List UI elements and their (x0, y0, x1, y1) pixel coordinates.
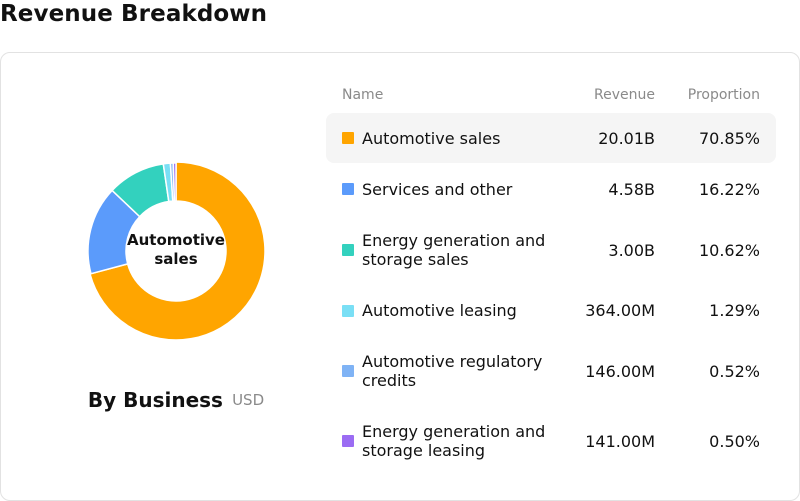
table-row[interactable]: Automotive leasing 364.00M 1.29% (326, 285, 776, 336)
donut-chart[interactable]: Automotive sales (76, 151, 276, 351)
legend-swatch (342, 183, 354, 195)
table-row[interactable]: Automotive sales 20.01B 70.85% (326, 113, 776, 163)
legend-swatch (342, 435, 354, 447)
donut-svg[interactable] (76, 151, 276, 351)
header-name: Name (342, 87, 384, 103)
row-name: Services and other (362, 179, 513, 199)
table-header: Name Revenue Proportion (326, 83, 776, 113)
row-revenue: 20.01B (598, 128, 655, 148)
table-row[interactable]: Energy generation and storage sales 3.00… (326, 215, 776, 285)
revenue-card: Automotive sales By Business USD Name Re… (0, 52, 800, 501)
row-revenue: 141.00M (585, 431, 655, 451)
row-name: Automotive regulatory credits (362, 352, 543, 390)
chart-caption: By Business USD (1, 388, 351, 412)
revenue-table: Name Revenue Proportion Automotive sales… (326, 83, 776, 476)
row-proportion: 16.22% (698, 179, 760, 199)
row-proportion: 10.62% (698, 240, 760, 260)
row-revenue: 146.00M (585, 361, 655, 381)
row-revenue: 364.00M (585, 301, 655, 320)
legend-swatch (342, 365, 354, 377)
row-proportion: 0.52% (709, 361, 760, 381)
row-proportion: 70.85% (698, 128, 760, 148)
legend-swatch (342, 304, 354, 317)
table-row[interactable]: Services and other 4.58B 16.22% (326, 163, 776, 215)
row-revenue: 4.58B (608, 179, 655, 199)
row-name: Automotive leasing (362, 301, 517, 320)
table-row[interactable]: Automotive regulatory credits 146.00M 0.… (326, 336, 776, 406)
row-name: Energy generation and storage leasing (362, 422, 546, 460)
row-revenue: 3.00B (608, 240, 655, 260)
row-proportion: 1.29% (709, 301, 760, 320)
donut-slice-energy-generation-and-storage-leasing[interactable] (172, 162, 177, 202)
donut-slice-automotive-sales[interactable] (89, 161, 266, 341)
row-proportion: 0.50% (709, 431, 760, 451)
legend-swatch (342, 244, 354, 256)
page-title: Revenue Breakdown (0, 1, 268, 27)
header-revenue: Revenue (594, 87, 655, 103)
row-name: Automotive sales (362, 128, 501, 148)
row-name: Energy generation and storage sales (362, 231, 546, 269)
donut-center-label: Automotive sales (127, 231, 225, 268)
chart-caption-title: By Business (87, 388, 223, 412)
chart-caption-unit: USD (232, 391, 265, 409)
table-row[interactable]: Energy generation and storage leasing 14… (326, 406, 776, 476)
legend-swatch (342, 132, 354, 144)
header-proportion: Proportion (687, 87, 760, 103)
